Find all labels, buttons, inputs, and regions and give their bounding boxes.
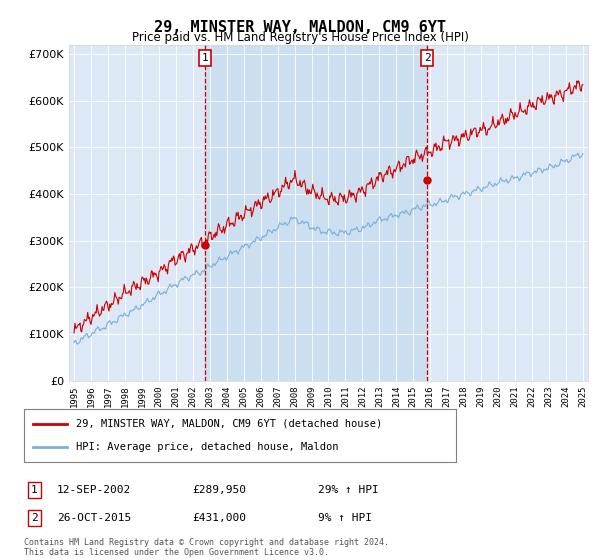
Text: 12-SEP-2002: 12-SEP-2002	[57, 485, 131, 495]
Text: 1: 1	[202, 53, 208, 63]
Text: 26-OCT-2015: 26-OCT-2015	[57, 513, 131, 523]
Text: £289,950: £289,950	[192, 485, 246, 495]
Bar	[205, 45, 427, 381]
Text: 1: 1	[31, 485, 38, 495]
Text: Price paid vs. HM Land Registry's House Price Index (HPI): Price paid vs. HM Land Registry's House …	[131, 31, 469, 44]
Text: Contains HM Land Registry data © Crown copyright and database right 2024.
This d: Contains HM Land Registry data © Crown c…	[24, 538, 389, 557]
Text: £431,000: £431,000	[192, 513, 246, 523]
Text: 2: 2	[31, 513, 38, 523]
Text: 29, MINSTER WAY, MALDON, CM9 6YT (detached house): 29, MINSTER WAY, MALDON, CM9 6YT (detach…	[76, 419, 382, 429]
Text: 9% ↑ HPI: 9% ↑ HPI	[318, 513, 372, 523]
Text: HPI: Average price, detached house, Maldon: HPI: Average price, detached house, Mald…	[76, 442, 338, 452]
Text: 29% ↑ HPI: 29% ↑ HPI	[318, 485, 379, 495]
Text: 29, MINSTER WAY, MALDON, CM9 6YT: 29, MINSTER WAY, MALDON, CM9 6YT	[154, 20, 446, 35]
Text: 2: 2	[424, 53, 431, 63]
